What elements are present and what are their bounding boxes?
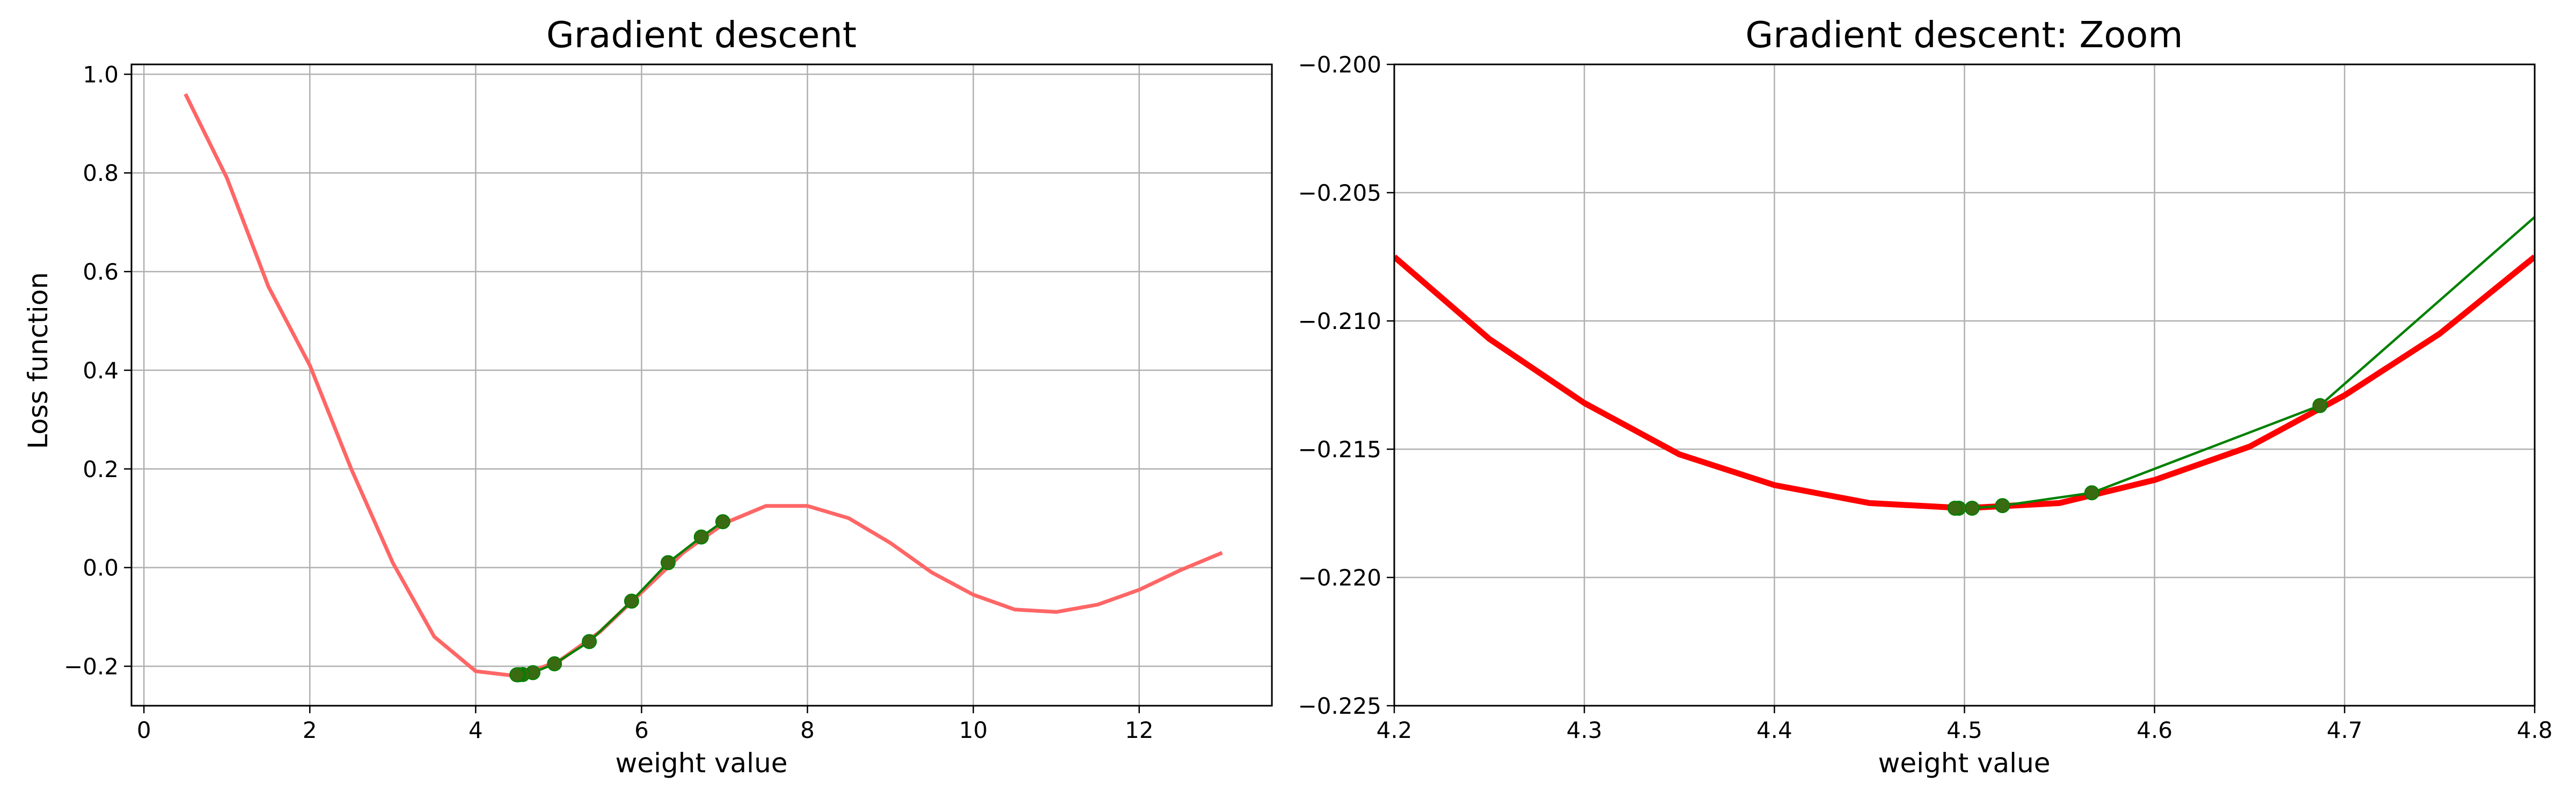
y-tick-label: −0.200 xyxy=(1298,52,1381,78)
y-tick-label: 0.2 xyxy=(83,456,119,482)
y-tick-label: 0.6 xyxy=(83,259,119,285)
x-tick-label: 4.4 xyxy=(1757,717,1792,743)
chart-panel-gradient-descent: Gradient descent weight value Loss funct… xyxy=(23,14,1273,779)
x-tick-label: 2 xyxy=(303,717,317,743)
x-axis-label: weight value xyxy=(615,748,787,779)
x-tick-label: 8 xyxy=(800,717,815,743)
plot-area xyxy=(1394,215,2535,516)
y-tick-label: −0.215 xyxy=(1298,436,1381,463)
chart-title: Gradient descent xyxy=(546,14,857,56)
descent-step-marker xyxy=(2084,485,2099,501)
x-tick-label: 10 xyxy=(959,717,987,743)
y-axis-label: Loss function xyxy=(23,272,54,449)
chart-title: Gradient descent: Zoom xyxy=(1745,14,2183,56)
x-tick-label: 4.8 xyxy=(2517,717,2553,743)
descent-step-marker xyxy=(715,514,730,530)
descent-step-marker xyxy=(624,594,639,609)
y-tick-label: 0.8 xyxy=(83,160,119,186)
ticks: 0 2 4 6 8 10 12 −0.2 0.0 0.2 0.4 0.6 0.8 1.0 xyxy=(64,61,1153,743)
descent-step-marker xyxy=(693,529,709,545)
y-tick-label: 1.0 xyxy=(83,61,119,87)
x-tick-label: 0 xyxy=(137,717,151,743)
y-tick-label: −0.210 xyxy=(1298,308,1381,334)
y-tick-label: −0.205 xyxy=(1298,180,1381,206)
plot-area xyxy=(184,93,1223,683)
axes-frame xyxy=(130,63,1273,707)
y-tick-label: 0.0 xyxy=(83,555,119,581)
descent-step-marker xyxy=(1964,500,1980,516)
chart-panel-gradient-descent-zoom: Gradient descent: Zoom weight value 4.2 4… xyxy=(1298,14,2553,779)
y-tick-label: −0.2 xyxy=(64,653,119,679)
x-axis-label: weight value xyxy=(1878,748,2050,779)
x-tick-label: 4.6 xyxy=(2136,717,2172,743)
descent-step-marker xyxy=(547,656,562,671)
descent-step-marker xyxy=(509,667,525,683)
x-tick-label: 4.3 xyxy=(1567,717,1602,743)
descent-step-marker xyxy=(660,555,676,570)
x-tick-label: 4.7 xyxy=(2326,717,2362,743)
grid xyxy=(131,64,1272,706)
x-tick-label: 4 xyxy=(469,717,483,743)
descent-step-marker xyxy=(2312,398,2328,413)
y-tick-label: 0.4 xyxy=(83,357,119,384)
ticks: 4.2 4.3 4.4 4.5 4.6 4.7 4.8 −0.225 −0.220 −0.215 −… xyxy=(1298,52,2553,743)
descent-step-marker xyxy=(1995,498,2010,514)
descent-step-marker xyxy=(582,634,597,649)
x-tick-label: 4.2 xyxy=(1377,717,1413,743)
y-tick-label: −0.225 xyxy=(1298,693,1381,719)
x-tick-label: 6 xyxy=(634,717,649,743)
x-tick-label: 12 xyxy=(1125,717,1153,743)
descent-step-marker xyxy=(1947,500,1963,516)
x-tick-label: 4.5 xyxy=(1946,717,1982,743)
y-tick-label: −0.220 xyxy=(1298,565,1381,591)
